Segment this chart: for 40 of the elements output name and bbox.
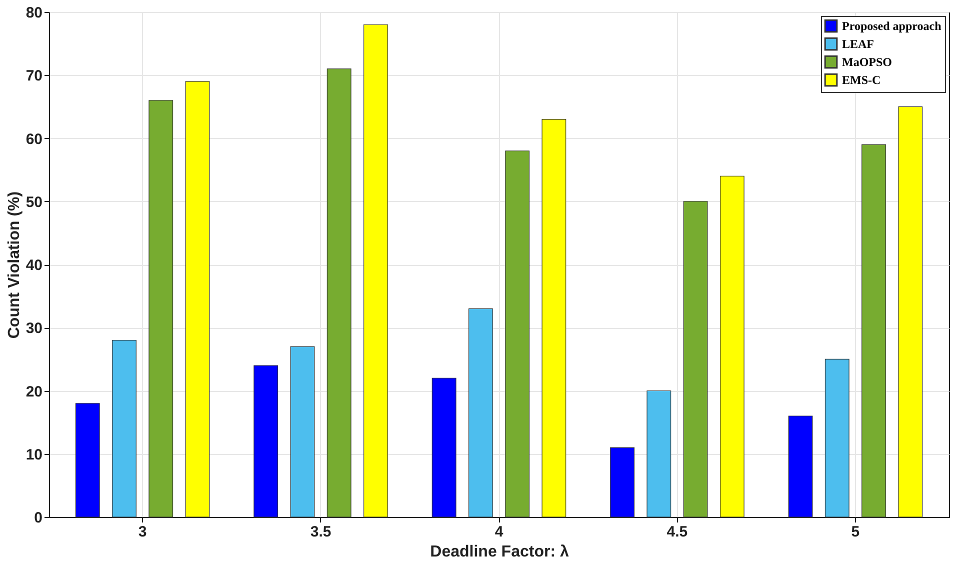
x-tick-label: 4.5 — [666, 524, 688, 540]
legend-label: LEAF — [842, 37, 874, 51]
bar — [646, 390, 672, 518]
bar — [290, 346, 315, 518]
y-tick-label: 0 — [34, 510, 42, 526]
y-tick-label: 50 — [26, 194, 42, 211]
x-tick-label: 5 — [851, 524, 860, 540]
x-tick-label: 4 — [494, 524, 504, 540]
legend-label: EMS-C — [842, 73, 881, 87]
bar — [898, 106, 923, 518]
legend-label: MaOPSO — [842, 55, 892, 69]
bar — [505, 150, 530, 518]
bar — [75, 403, 100, 518]
bar — [112, 340, 136, 518]
x-tick-label: 3 — [138, 524, 147, 540]
bar — [185, 81, 210, 518]
y-tick-label: 80 — [26, 4, 42, 22]
x-tick-label: 3.5 — [310, 524, 332, 540]
bar — [326, 68, 352, 518]
bar — [468, 308, 493, 518]
y-tick-label: 10 — [26, 446, 42, 464]
bar — [254, 365, 278, 518]
x-axis-title: Deadline Factor: λ — [430, 544, 569, 560]
bar — [862, 144, 886, 518]
y-axis-title: Count Violation (%) — [6, 191, 23, 339]
bar — [432, 378, 456, 518]
legend-label: Proposed approach — [842, 19, 942, 33]
bar — [364, 24, 388, 518]
bar — [720, 176, 744, 518]
y-tick-label: 40 — [26, 257, 42, 274]
bar — [148, 100, 174, 518]
y-tick-label: 20 — [26, 383, 42, 400]
y-tick-label: 70 — [26, 68, 42, 85]
bar — [824, 358, 850, 518]
y-tick-label: 60 — [26, 130, 42, 148]
bar — [683, 201, 708, 518]
bar — [542, 119, 566, 518]
bar — [788, 416, 813, 518]
y-tick-label: 30 — [26, 320, 42, 338]
bar — [610, 447, 634, 518]
